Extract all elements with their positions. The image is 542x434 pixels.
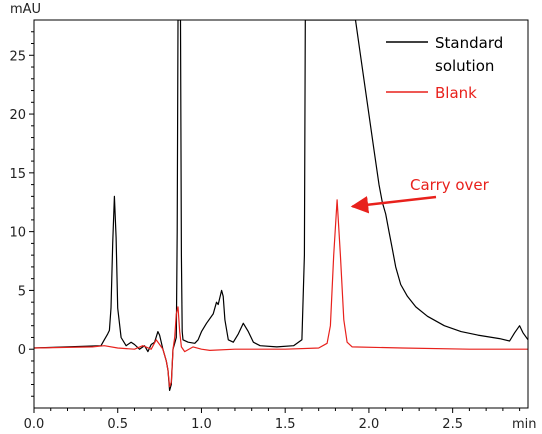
x-tick-label: 2.5 (442, 417, 463, 432)
annotation-arrow (350, 195, 437, 214)
legend-label: solution (435, 57, 494, 75)
x-tick-label: 1.0 (191, 417, 212, 432)
plot-frame (33, 19, 529, 409)
y-axis-unit-label: mAU (10, 2, 41, 17)
annotations: Carry over (350, 176, 490, 214)
y-tick-label: 10 (9, 226, 26, 241)
legend: Standard solution Blank (386, 34, 503, 102)
y-tick-label: 0 (18, 343, 26, 358)
x-axis: 0.0 0.5 1.0 1.5 2.0 2.5 (24, 408, 521, 432)
legend-label: Blank (435, 84, 477, 102)
x-tick-label: 2.0 (359, 417, 380, 432)
x-axis-unit-label: min (512, 417, 537, 432)
x-tick-label: 1.5 (275, 417, 296, 432)
y-tick-label: 20 (9, 108, 26, 123)
series-line-blank (34, 199, 528, 388)
plot-area (34, 20, 528, 391)
series-layer (34, 20, 528, 391)
x-tick-label: 0.5 (107, 417, 128, 432)
annotation-label: Carry over (410, 176, 490, 194)
y-tick-label: 15 (9, 167, 26, 182)
y-tick-label: 5 (18, 284, 26, 299)
legend-label: Standard (435, 34, 503, 52)
y-axis: 0 5 10 15 20 25 (9, 31, 34, 397)
y-tick-label: 25 (9, 49, 26, 64)
series-line-standard-solution (34, 20, 528, 391)
x-tick-label: 0.0 (24, 417, 45, 432)
